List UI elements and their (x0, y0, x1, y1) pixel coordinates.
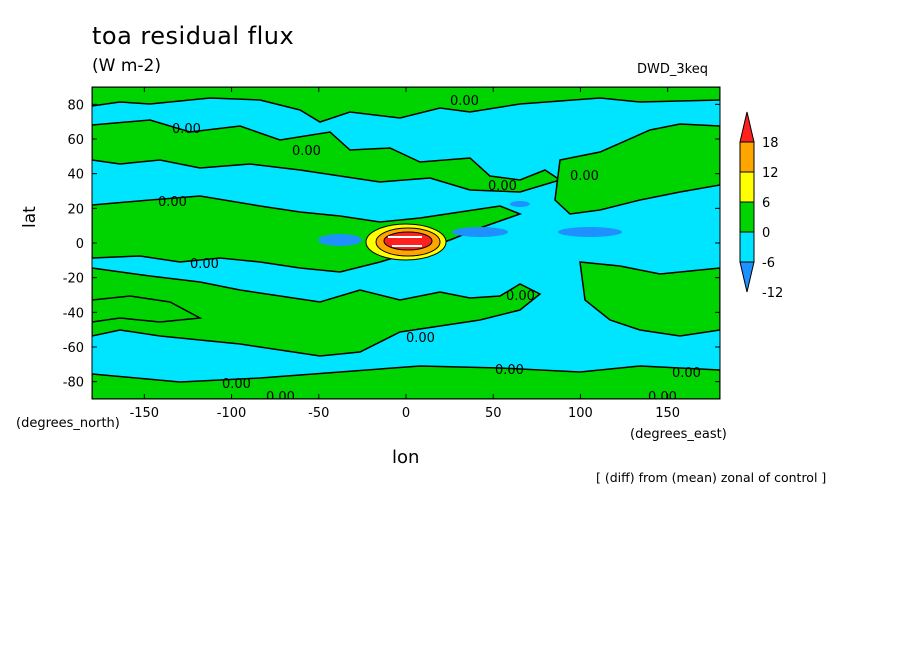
x-units-label: (degrees_east) (630, 427, 727, 442)
contour-label: 0.00 (222, 377, 251, 392)
colorbar-label: 18 (762, 136, 779, 151)
contour-label: 0.00 (158, 195, 187, 210)
contour-label: 0.00 (266, 390, 295, 405)
blue-region-east-2 (510, 201, 530, 207)
blue-region-east (558, 227, 622, 237)
y-tick-label: 40 (67, 168, 84, 183)
y-tick-label: -20 (63, 272, 84, 287)
green-region-north (92, 87, 720, 123)
colorbar-segment (739, 231, 755, 263)
colorbar-label: -12 (762, 286, 783, 301)
blue-region-mid (452, 227, 508, 237)
y-tick-label: 80 (67, 98, 84, 113)
contour-label: 0.00 (488, 179, 517, 194)
colorbar-label: 12 (762, 166, 779, 181)
chart-title: toa residual flux (92, 22, 295, 50)
contour-label: 0.00 (495, 363, 524, 378)
y-tick-label: -60 (63, 341, 84, 356)
warm-core-red (383, 231, 433, 251)
y-tick-label: 60 (67, 133, 84, 148)
colorbar-segment (739, 201, 755, 233)
colorbar-segment (739, 141, 755, 173)
green-region-south (92, 267, 542, 357)
colorbar-label: 6 (762, 196, 770, 211)
blue-region-west (318, 234, 362, 246)
contour-labels: 0.00 0.00 0.00 0.00 0.00 0.00 0.00 0.00 … (158, 94, 701, 405)
colorbar: 18 12 6 0 -6 -12 (739, 111, 783, 301)
contour-label: 0.00 (570, 169, 599, 184)
y-tick-label: -80 (63, 376, 84, 391)
y-tick-label: 0 (76, 237, 84, 252)
contour-label: 0.00 (648, 390, 677, 405)
y-units-label: (degrees_north) (16, 416, 120, 431)
contour-label: 0.00 (292, 144, 321, 159)
green-region-south-pole (92, 365, 720, 399)
contour-label: 0.00 (506, 289, 535, 304)
y-tick-label: -40 (63, 306, 84, 321)
colorbar-label: 0 (762, 226, 770, 241)
model-label: DWD_3keq (637, 62, 708, 77)
green-region-north-2 (92, 119, 562, 193)
green-region-southeast (579, 261, 720, 337)
x-tick-label: -100 (217, 406, 247, 421)
x-tick-label: -150 (130, 406, 160, 421)
colorbar-segment (739, 261, 755, 293)
contour-label: 0.00 (450, 94, 479, 109)
contour-label: 0.00 (672, 366, 701, 381)
map-field: 0.00 0.00 0.00 0.00 0.00 0.00 0.00 0.00 … (92, 87, 720, 405)
colorbar-label: -6 (762, 256, 775, 271)
x-axis-ticks: -150 -100 -50 0 50 100 150 (130, 87, 680, 421)
y-axis-ticks: 80 60 40 20 0 -20 -40 -60 -80 (63, 98, 720, 391)
x-tick-label: 150 (655, 406, 680, 421)
contour-label: 0.00 (172, 122, 201, 137)
green-region-east-north (554, 123, 720, 215)
warm-core (365, 223, 447, 261)
x-axis-label: lon (392, 447, 420, 468)
x-tick-label: 0 (402, 406, 410, 421)
contour-label: 0.00 (190, 257, 219, 272)
chart-units: (W m-2) (92, 56, 161, 76)
x-tick-label: -50 (308, 406, 329, 421)
x-tick-label: 100 (568, 406, 593, 421)
x-tick-label: 50 (485, 406, 502, 421)
footnote: [ (diff) from (mean) zonal of control ] (596, 470, 827, 485)
warm-core-line-2 (392, 245, 422, 247)
green-region-southwest (92, 295, 203, 323)
y-tick-label: 20 (67, 202, 84, 217)
colorbar-segment (739, 111, 755, 143)
warm-core-line-1 (388, 236, 422, 238)
colorbar-segment (739, 171, 755, 203)
contour-label: 0.00 (406, 331, 435, 346)
